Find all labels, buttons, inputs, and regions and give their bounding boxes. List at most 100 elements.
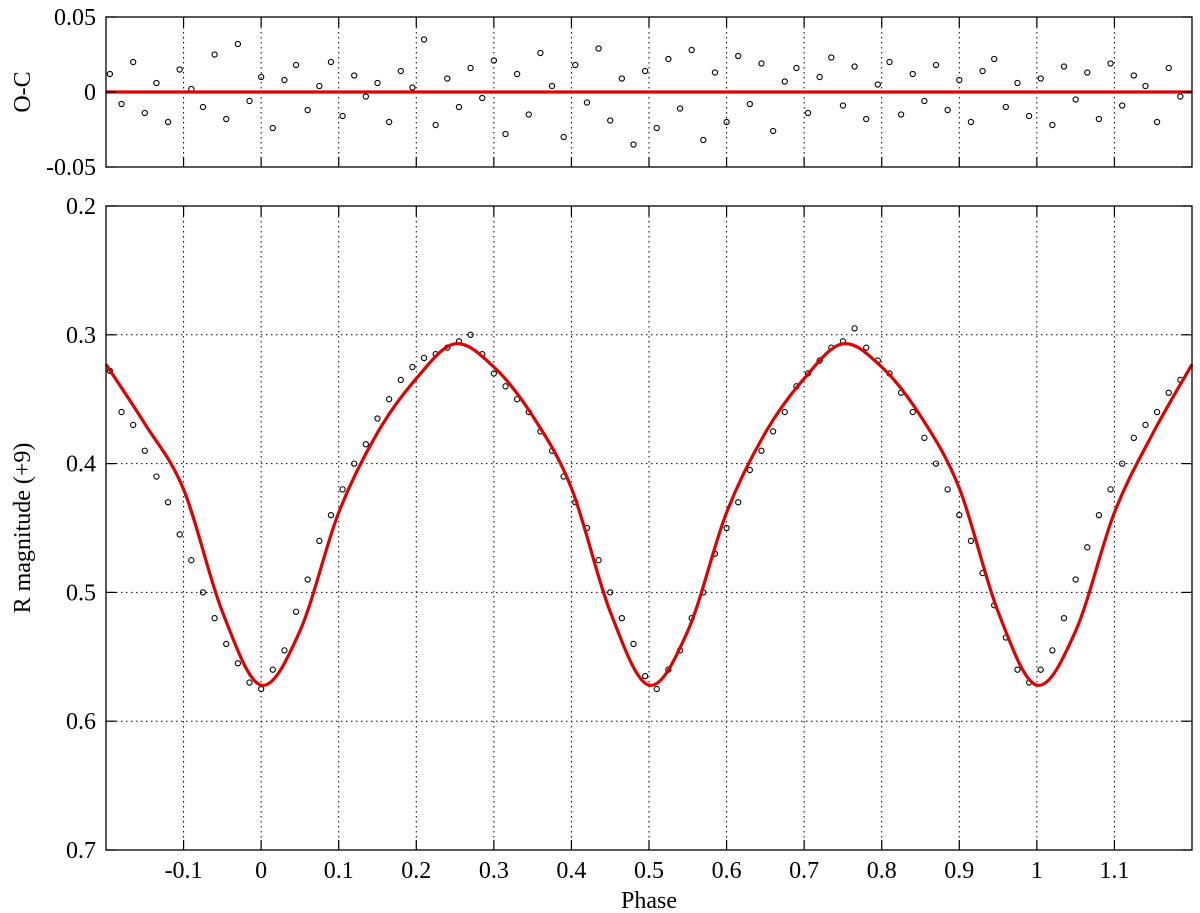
residual-data-point xyxy=(176,66,183,73)
light-curve-data-point xyxy=(409,363,416,371)
residual-data-point xyxy=(548,82,556,90)
light-curve-data-point xyxy=(863,344,870,351)
light-curve-data-point xyxy=(595,557,602,564)
light-curve-data-point xyxy=(1084,544,1091,551)
light-curve-data-point xyxy=(781,408,788,416)
light-curve-data-point xyxy=(1072,576,1079,583)
light-curve-ytick-label: 0.6 xyxy=(66,709,96,735)
light-curve-data-point xyxy=(1130,434,1137,441)
residual-ytick-label: 0 xyxy=(84,80,96,106)
residual-data-point xyxy=(921,97,928,105)
residual-data-point xyxy=(153,79,160,87)
residual-data-point xyxy=(316,82,323,90)
residual-data-point xyxy=(804,109,812,117)
light-curve-data-point xyxy=(758,447,765,454)
residual-data-point xyxy=(420,36,428,43)
light-curve-ytick-labels: 0.2 0.3 0.4 0.5 0.6 0.7 xyxy=(66,194,96,864)
light-curve-data-point xyxy=(164,499,172,506)
residual-y-axis-label: O-C xyxy=(10,71,36,112)
residual-data-point xyxy=(292,61,300,69)
residual-data-point xyxy=(1014,79,1021,87)
phase-tick-label: 0.9 xyxy=(944,858,974,884)
light-curve-data-point xyxy=(630,640,637,648)
residual-data-point xyxy=(781,78,788,85)
residual-data-point xyxy=(944,106,951,114)
light-curve-data-point xyxy=(211,615,218,622)
residual-ytick-label: 0.05 xyxy=(54,5,96,31)
residual-data-point xyxy=(246,97,253,105)
light-curve-data-point xyxy=(921,434,928,441)
light-curve-fit-line xyxy=(104,342,1194,687)
residual-data-point xyxy=(665,55,672,63)
light-curve-data-point xyxy=(246,679,253,686)
phase-tick-label: 0.3 xyxy=(479,858,509,884)
residual-ytick-labels: -0.05 0 0.05 xyxy=(46,5,96,181)
light-curve-ytick-label: 0.5 xyxy=(66,580,96,606)
residual-data-point xyxy=(1002,103,1009,111)
residual-data-point xyxy=(269,124,276,132)
light-curve-data-point xyxy=(1165,389,1172,396)
residual-data-point xyxy=(758,60,765,67)
light-curve-data-point xyxy=(176,531,183,538)
light-curve-data-point xyxy=(362,441,370,448)
residual-points xyxy=(106,36,1184,148)
residual-data-point xyxy=(641,67,649,75)
residual-data-point xyxy=(863,115,870,123)
residual-data-point xyxy=(676,105,684,112)
light-curve-data-point xyxy=(932,460,940,467)
light-curve-data-point xyxy=(1060,615,1068,622)
residual-data-point xyxy=(118,100,125,108)
residual-data-point xyxy=(909,70,916,78)
residual-data-point xyxy=(1153,118,1161,126)
residual-data-point xyxy=(746,100,753,108)
light-curve-data-point xyxy=(502,383,509,390)
residual-data-point xyxy=(1165,64,1172,72)
residual-data-point xyxy=(1084,69,1091,76)
residual-data-point xyxy=(432,121,439,129)
residual-data-point xyxy=(1142,82,1149,90)
phase-tick-label: 1.1 xyxy=(1099,858,1129,884)
light-curve-data-point xyxy=(1037,666,1044,673)
residual-data-point xyxy=(979,67,986,75)
magnitude-y-axis-label: R magnitude (+9) xyxy=(10,443,36,614)
light-curve-data-point xyxy=(292,608,300,615)
residual-data-point xyxy=(513,70,521,78)
residual-data-point xyxy=(723,118,730,126)
residual-data-point xyxy=(595,45,602,52)
residual-data-point xyxy=(490,57,498,64)
phase-tick-label: 0.5 xyxy=(634,858,664,884)
residual-data-point xyxy=(257,73,265,81)
residual-data-point xyxy=(397,67,404,75)
light-curve-ytick-label: 0.3 xyxy=(66,323,96,349)
residual-data-point xyxy=(886,58,893,66)
residual-data-point xyxy=(409,84,416,91)
light-curve-data-point xyxy=(385,396,393,403)
residual-ticks xyxy=(106,16,1192,168)
residual-data-point xyxy=(1130,72,1137,79)
light-curve-data-point xyxy=(269,666,276,673)
residual-data-point xyxy=(304,106,311,114)
light-curve-data-point xyxy=(1119,460,1126,467)
residual-data-point xyxy=(1072,96,1079,103)
residual-data-point xyxy=(211,51,218,58)
phase-tick-label: 1 xyxy=(1031,858,1043,884)
phase-tick-label: 0.7 xyxy=(789,858,819,884)
residual-data-point xyxy=(339,112,346,120)
residual-data-point xyxy=(444,75,451,82)
light-curve-data-point xyxy=(118,408,125,416)
light-curve-data-point xyxy=(420,354,428,362)
phase-tick-label: 0.8 xyxy=(867,858,897,884)
residual-data-point xyxy=(351,72,358,79)
light-curve-data-point xyxy=(234,660,242,667)
residual-data-point xyxy=(735,52,742,60)
residual-data-point xyxy=(967,118,975,126)
residual-data-point xyxy=(385,118,393,126)
light-curve-data-point xyxy=(339,486,346,493)
residual-data-point xyxy=(537,49,544,57)
light-curve-grid xyxy=(106,205,1192,851)
residual-data-point xyxy=(327,58,335,66)
residual-data-point xyxy=(560,133,567,141)
light-curve-data-point xyxy=(467,331,474,338)
residual-data-point xyxy=(630,141,637,148)
light-curve-data-point xyxy=(1014,666,1021,673)
